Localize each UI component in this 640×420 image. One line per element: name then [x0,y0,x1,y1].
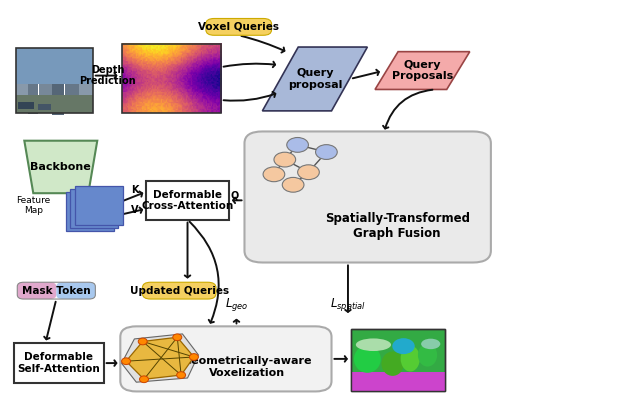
FancyBboxPatch shape [206,18,271,35]
Ellipse shape [274,152,296,167]
Text: Updated Queries: Updated Queries [130,286,228,296]
Text: Depth
Prediction: Depth Prediction [79,65,136,87]
FancyBboxPatch shape [56,282,95,299]
FancyBboxPatch shape [75,186,123,225]
Text: Geometrically-aware
Voxelization: Geometrically-aware Voxelization [182,356,312,378]
FancyBboxPatch shape [16,48,93,84]
FancyBboxPatch shape [351,372,445,391]
Text: Query
proposal: Query proposal [288,68,342,90]
Ellipse shape [173,334,182,341]
Ellipse shape [263,167,285,182]
Text: Backbone: Backbone [31,162,91,172]
FancyBboxPatch shape [143,282,216,299]
Ellipse shape [177,372,186,378]
Text: Deformable
Cross-Attention: Deformable Cross-Attention [141,189,234,211]
Text: Feature
Map: Feature Map [16,196,51,215]
Ellipse shape [392,338,415,354]
Ellipse shape [316,144,337,160]
Text: Deformable
Self-Attention: Deformable Self-Attention [17,352,100,374]
Ellipse shape [298,165,319,180]
Ellipse shape [138,338,147,345]
FancyBboxPatch shape [65,84,79,110]
Polygon shape [122,334,198,382]
Ellipse shape [189,354,198,360]
FancyBboxPatch shape [17,282,56,299]
Ellipse shape [421,339,440,349]
Ellipse shape [381,352,404,376]
Text: Query
Proposals: Query Proposals [392,60,453,81]
FancyBboxPatch shape [351,329,445,391]
Ellipse shape [401,346,420,372]
Text: Spatially-Transformed
Graph Fusion: Spatially-Transformed Graph Fusion [324,212,470,240]
Text: Mask Token: Mask Token [22,286,91,296]
FancyBboxPatch shape [244,131,491,262]
Text: V: V [131,205,138,215]
Ellipse shape [282,177,304,192]
Ellipse shape [418,344,437,367]
FancyBboxPatch shape [52,84,64,116]
FancyBboxPatch shape [120,326,332,391]
FancyBboxPatch shape [38,104,51,110]
FancyBboxPatch shape [18,102,34,109]
FancyBboxPatch shape [14,343,104,383]
Text: $L_{spatial}$: $L_{spatial}$ [330,296,366,313]
FancyBboxPatch shape [16,94,93,113]
Polygon shape [262,47,367,111]
FancyBboxPatch shape [39,84,52,108]
Text: Q: Q [230,190,238,200]
FancyBboxPatch shape [79,84,93,113]
FancyBboxPatch shape [146,181,229,220]
Polygon shape [375,52,470,89]
Text: $L_{geo}$: $L_{geo}$ [225,296,248,313]
Text: K: K [131,184,138,194]
Polygon shape [126,337,194,379]
Ellipse shape [354,346,381,373]
Ellipse shape [287,137,308,152]
FancyBboxPatch shape [28,84,38,114]
FancyBboxPatch shape [70,189,118,228]
Ellipse shape [140,376,148,383]
Ellipse shape [122,358,131,365]
Text: Voxel Queries: Voxel Queries [198,22,279,32]
Polygon shape [24,141,97,193]
FancyBboxPatch shape [66,192,114,231]
FancyBboxPatch shape [16,84,28,111]
Ellipse shape [356,339,391,351]
